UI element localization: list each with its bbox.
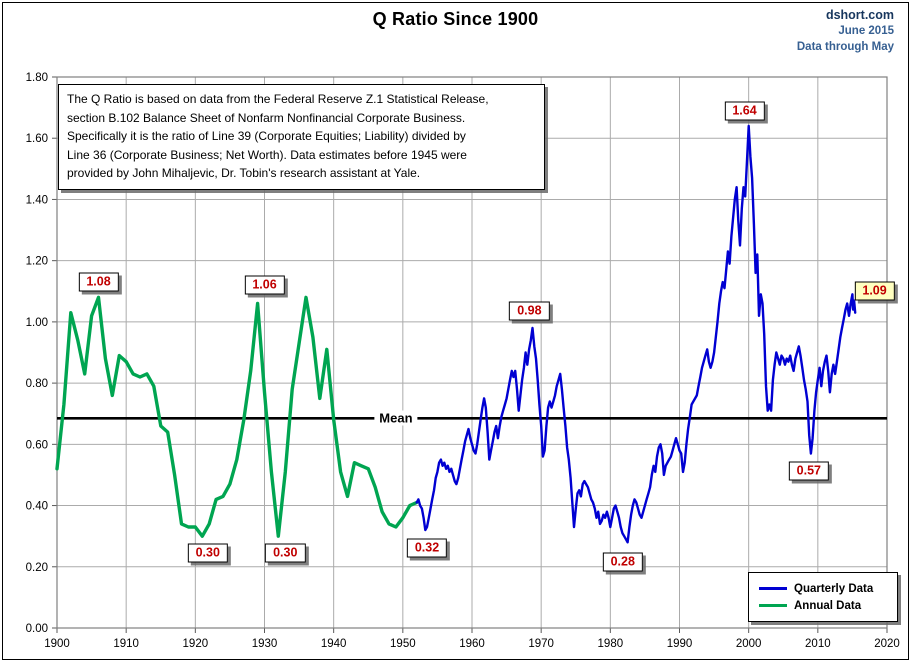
x-tick-label: 1910 (113, 638, 139, 650)
annotation-line: Specifically it is the ratio of Line 39 … (67, 129, 466, 143)
data-callout-1.09: 1.09 (854, 281, 895, 301)
source-date: June 2015 (838, 25, 894, 37)
x-tick-label: 1900 (44, 638, 70, 650)
annotation-line: provided by John Mihaljevic, Dr. Tobin's… (67, 166, 421, 180)
plot-border (56, 76, 888, 629)
legend-item-annual: Annual Data (759, 597, 889, 614)
annotation-box: The Q Ratio is based on data from the Fe… (58, 84, 545, 190)
y-tick-label: 0.40 (26, 501, 48, 513)
data-callout-0.30: 0.30 (187, 543, 228, 563)
data-callout-0.28: 0.28 (602, 552, 643, 572)
y-tick-label: 0.00 (26, 623, 48, 635)
y-tick-label: 0.60 (26, 439, 48, 451)
x-tick-label: 1920 (183, 638, 209, 650)
x-tick-label: 1970 (528, 638, 554, 650)
x-tick-label: 1990 (667, 638, 693, 650)
quarterly-line-swatch (759, 587, 787, 590)
series-quarterly-data-line (415, 124, 857, 544)
data-callout-1.08: 1.08 (78, 272, 119, 292)
x-tick-label: 2020 (874, 638, 900, 650)
y-tick-label: 1.80 (26, 72, 48, 84)
data-callout-1.06: 1.06 (244, 275, 285, 295)
x-tick-label: 1930 (252, 638, 278, 650)
x-tick-label: 1940 (321, 638, 347, 650)
legend-label-quarterly: Quarterly Data (794, 582, 874, 595)
x-tick-label: 1950 (390, 638, 416, 650)
source-block: dshort.com June 2015 Data through May (797, 7, 894, 55)
y-tick-label: 0.20 (26, 562, 48, 574)
y-tick-label: 1.00 (26, 317, 48, 329)
data-callout-0.30: 0.30 (265, 543, 306, 563)
x-tick-label: 1980 (598, 638, 624, 650)
mean-label: Mean (374, 410, 418, 426)
legend-label-annual: Annual Data (794, 599, 862, 612)
annotation-line: section B.102 Balance Sheet of Nonfarm N… (67, 110, 466, 125)
x-tick-label: 1960 (459, 638, 485, 650)
data-callout-0.32: 0.32 (406, 538, 448, 558)
source-note: Data through May (796, 41, 894, 53)
x-tick-label: 2010 (805, 638, 831, 650)
chart-title: Q Ratio Since 1900 (372, 9, 539, 29)
y-tick-label: 1.60 (26, 133, 48, 145)
x-tick-label: 2000 (736, 638, 762, 650)
annotation-line: Line 36 (Corporate Business; Net Worth).… (67, 147, 467, 162)
annual-line-swatch (759, 604, 787, 607)
source-site: dshort.com (825, 8, 894, 22)
legend: Quarterly Data Annual Data (748, 572, 898, 622)
annotation-line: The Q Ratio is based on data from the Fe… (67, 92, 489, 106)
data-callout-1.64: 1.64 (724, 101, 765, 121)
data-callout-0.98: 0.98 (509, 301, 550, 321)
legend-item-quarterly: Quarterly Data (759, 580, 889, 597)
y-tick-label: 0.80 (26, 378, 48, 390)
y-tick-label: 1.40 (26, 194, 48, 206)
series-annual-data-line (55, 295, 419, 538)
y-tick-label: 1.20 (26, 256, 48, 268)
data-callout-0.57: 0.57 (788, 461, 829, 481)
